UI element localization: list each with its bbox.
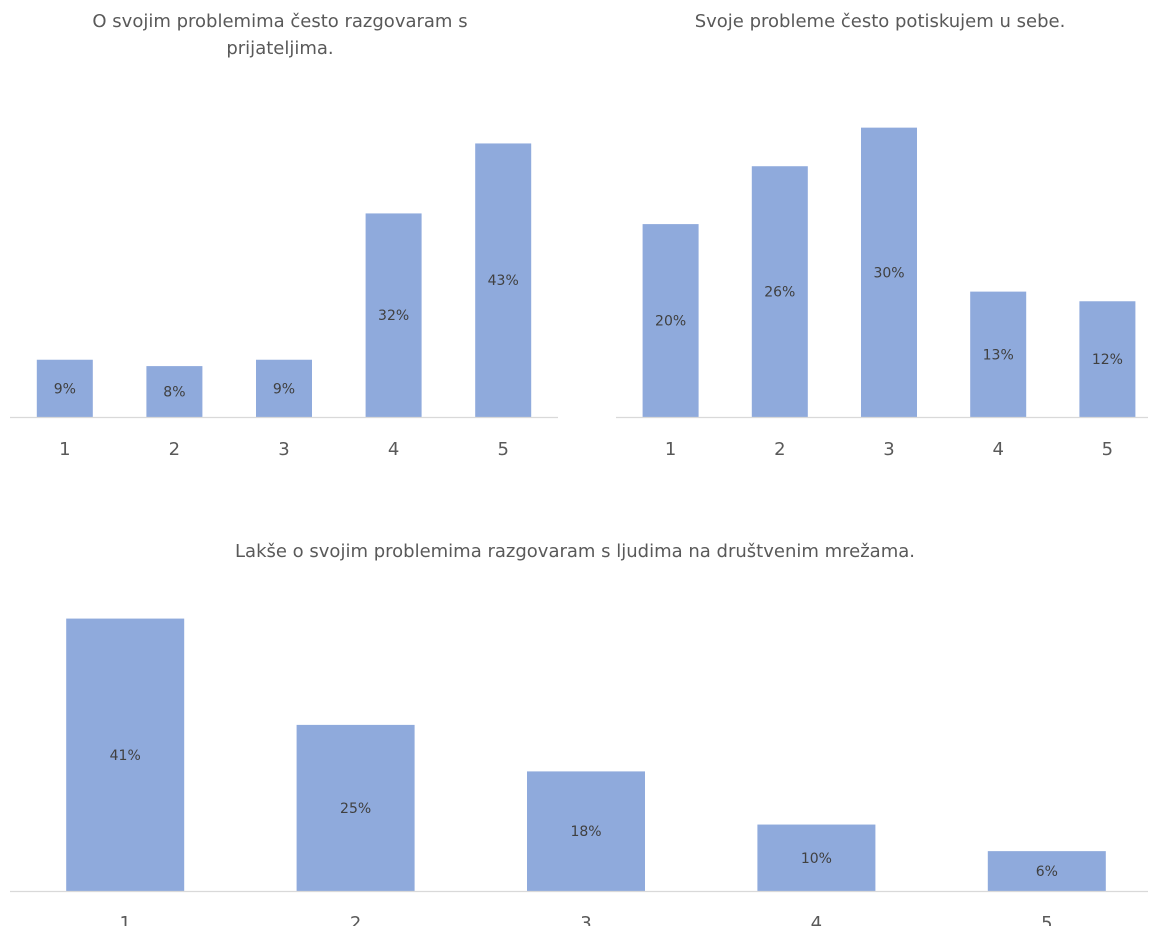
data-label-friends-3: 9% bbox=[273, 381, 295, 397]
x-tick-label-social-3: 3 bbox=[580, 913, 591, 926]
bar-social-5 bbox=[987, 851, 1106, 891]
chart-title-friends: O svojim problemima često razgovaram s p… bbox=[92, 11, 468, 59]
x-tick-label-suppress-3: 3 bbox=[883, 439, 894, 460]
bar-suppress-3 bbox=[861, 127, 917, 417]
x-tick-label-friends-1: 1 bbox=[59, 439, 70, 460]
data-label-social-1: 41% bbox=[110, 748, 141, 764]
bar-friends-2 bbox=[146, 366, 203, 417]
bar-friends-3 bbox=[256, 359, 312, 417]
x-tick-label-friends-2: 2 bbox=[169, 439, 180, 460]
chart-title-social-networks: Lakše o svojim problemima razgovaram s l… bbox=[235, 541, 915, 562]
data-label-social-4: 10% bbox=[801, 851, 832, 867]
bar-social-4 bbox=[757, 824, 876, 891]
data-label-friends-4: 32% bbox=[378, 308, 409, 324]
x-tick-label-suppress-4: 4 bbox=[992, 439, 1003, 460]
x-tick-label-social-2: 2 bbox=[350, 913, 361, 926]
bar-social-2 bbox=[296, 724, 415, 891]
x-tick-label-suppress-1: 1 bbox=[665, 439, 676, 460]
data-label-social-5: 6% bbox=[1036, 864, 1058, 880]
data-label-social-3: 18% bbox=[570, 824, 601, 840]
x-tick-label-social-4: 4 bbox=[811, 913, 822, 926]
data-label-suppress-5: 12% bbox=[1092, 352, 1123, 368]
chart-title-suppress: Svoje probleme često potiskujem u sebe. bbox=[694, 11, 1066, 32]
x-tick-label-friends-4: 4 bbox=[388, 439, 399, 460]
x-tick-label-social-1: 1 bbox=[119, 913, 130, 926]
bar-social-1 bbox=[66, 618, 185, 891]
data-label-friends-5: 43% bbox=[488, 273, 519, 289]
data-label-suppress-1: 20% bbox=[655, 314, 686, 330]
data-label-social-2: 25% bbox=[340, 801, 371, 817]
bar-suppress-4 bbox=[970, 291, 1027, 417]
data-label-suppress-4: 13% bbox=[983, 347, 1014, 363]
data-label-friends-1: 9% bbox=[54, 381, 76, 397]
x-tick-label-friends-3: 3 bbox=[278, 439, 289, 460]
bar-friends-5 bbox=[475, 143, 532, 417]
x-tick-label-suppress-5: 5 bbox=[1102, 439, 1113, 460]
bar-suppress-1 bbox=[642, 224, 699, 417]
bar-friends-4 bbox=[365, 213, 422, 417]
bar-social-3 bbox=[527, 771, 645, 891]
data-label-suppress-3: 30% bbox=[873, 265, 904, 281]
bar-suppress-2 bbox=[751, 166, 808, 417]
bar-friends-1 bbox=[36, 359, 93, 417]
x-tick-label-friends-5: 5 bbox=[497, 439, 508, 460]
data-label-friends-2: 8% bbox=[163, 385, 185, 401]
data-label-suppress-2: 26% bbox=[764, 285, 795, 301]
x-tick-label-social-5: 5 bbox=[1041, 913, 1052, 926]
bar-suppress-5 bbox=[1079, 301, 1136, 417]
x-tick-label-suppress-2: 2 bbox=[774, 439, 785, 460]
